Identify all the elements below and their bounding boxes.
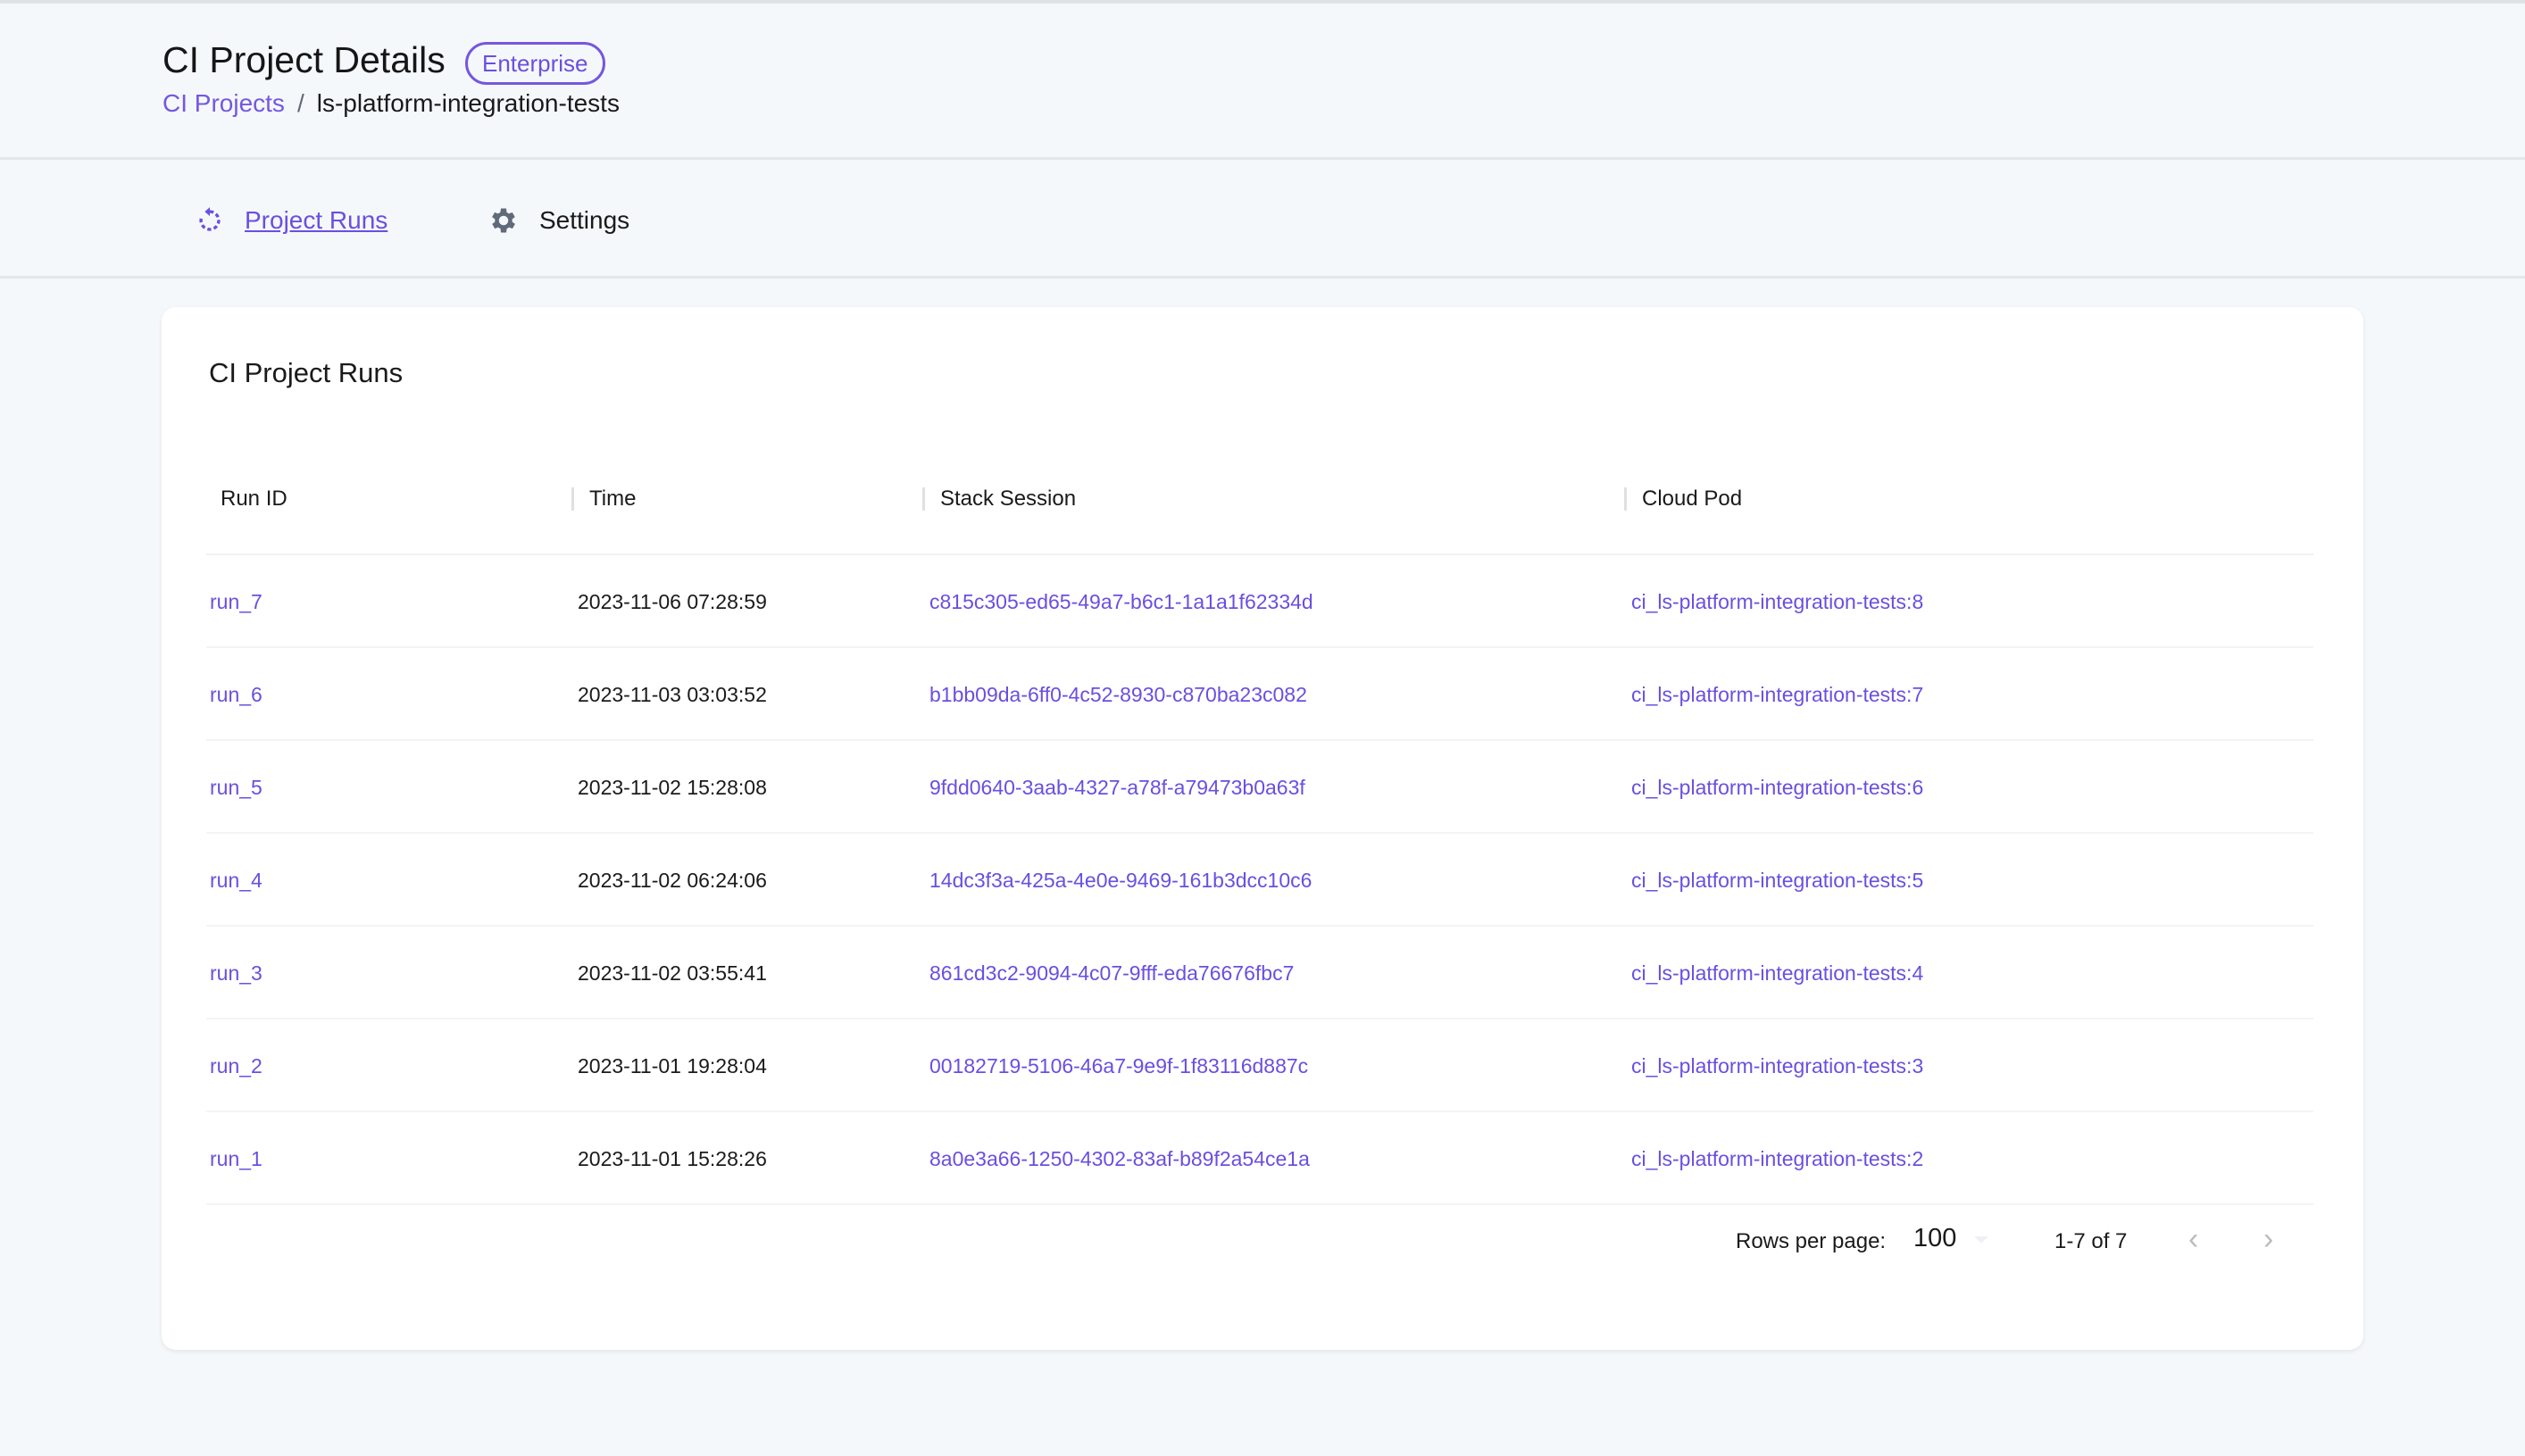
column-divider <box>571 487 574 511</box>
cloud-pod-link[interactable]: ci_ls-platform-integration-tests:6 <box>1631 776 1924 799</box>
stack-session-link[interactable]: 9fdd0640-3aab-4327-a78f-a79473b0a63f <box>929 776 1305 799</box>
column-header-run-id[interactable]: Run ID <box>221 487 288 511</box>
runs-card: CI Project Runs Run ID Time Stack Sessio… <box>162 307 2363 1350</box>
tab-label: Project Runs <box>245 206 388 234</box>
run-id-link[interactable]: run_2 <box>210 1054 262 1077</box>
cloud-pod-link[interactable]: ci_ls-platform-integration-tests:3 <box>1631 1054 1924 1077</box>
column-divider <box>922 487 925 511</box>
tab-bar: Project Runs Settings <box>0 160 2525 279</box>
run-id-link[interactable]: run_4 <box>210 869 262 892</box>
run-id-link[interactable]: run_7 <box>210 590 262 613</box>
run-time: 2023-11-01 15:28:26 <box>578 1147 767 1170</box>
breadcrumb-ci-projects[interactable]: CI Projects <box>162 89 285 117</box>
breadcrumb-separator: / <box>296 89 304 117</box>
page-header: CI Project Details Enterprise CI Project… <box>0 4 2525 160</box>
gear-icon <box>492 208 515 233</box>
stack-session-link[interactable]: c815c305-ed65-49a7-b6c1-1a1a1f62334d <box>929 590 1313 613</box>
restart-icon <box>199 207 221 231</box>
stack-session-link[interactable]: 14dc3f3a-425a-4e0e-9469-161b3dcc10c6 <box>929 869 1312 892</box>
table-row: run_3 2023-11-02 03:55:41 861cd3c2-9094-4c… <box>206 927 2313 1019</box>
table-row: run_5 2023-11-02 15:28:08 9fdd0640-3aab-43… <box>206 741 2313 834</box>
run-id-link[interactable]: run_6 <box>210 683 262 706</box>
tab-project-runs[interactable]: Project Runs <box>195 204 388 237</box>
run-id-link[interactable]: run_3 <box>210 961 262 985</box>
run-time: 2023-11-02 06:24:06 <box>578 869 767 892</box>
column-header-cloud-pod[interactable]: Cloud Pod <box>1624 477 1742 521</box>
cloud-pod-link[interactable]: ci_ls-platform-integration-tests:4 <box>1631 961 1924 985</box>
column-header-time[interactable]: Time <box>571 477 636 521</box>
run-time: 2023-11-03 03:03:52 <box>578 683 767 706</box>
column-divider <box>1624 487 1627 511</box>
run-id-link[interactable]: run_1 <box>210 1147 262 1170</box>
previous-page-button[interactable]: ‹ <box>2188 1222 2199 1256</box>
enterprise-badge: Enterprise <box>465 42 605 85</box>
cloud-pod-link[interactable]: ci_ls-platform-integration-tests:8 <box>1631 590 1924 613</box>
cloud-pod-link[interactable]: ci_ls-platform-integration-tests:7 <box>1631 683 1924 706</box>
stack-session-link[interactable]: 8a0e3a66-1250-4302-83af-b89f2a54ce1a <box>929 1147 1310 1170</box>
page-title: CI Project Details <box>162 39 446 80</box>
run-time: 2023-11-06 07:28:59 <box>578 590 767 613</box>
rows-per-page-select[interactable]: 100 <box>1913 1224 1957 1252</box>
table-row: run_4 2023-11-02 06:24:06 14dc3f3a-425a-4e… <box>206 834 2313 927</box>
table-header: Run ID Time Stack Session Cloud Pod <box>206 477 2313 555</box>
pagination: Rows per page: 100 1-7 of 7 ‹ › <box>162 1222 2363 1260</box>
breadcrumb: CI Projects / ls-platform-integration-test… <box>162 89 620 118</box>
rows-per-page-label: Rows per page: <box>1736 1229 1887 1253</box>
table-row: run_2 2023-11-01 19:28:04 00182719-5106-46… <box>206 1019 2313 1112</box>
page-range: 1-7 of 7 <box>2054 1229 2128 1253</box>
dropdown-arrow-icon[interactable] <box>1974 1236 1988 1244</box>
table-row: run_1 2023-11-01 15:28:26 8a0e3a66-1250-43… <box>206 1112 2313 1205</box>
table-row: run_6 2023-11-03 03:03:52 b1bb09da-6ff0-4c… <box>206 648 2313 741</box>
stack-session-link[interactable]: b1bb09da-6ff0-4c52-8930-c870ba23c082 <box>929 683 1307 706</box>
tab-settings[interactable]: Settings <box>488 204 629 237</box>
cloud-pod-link[interactable]: ci_ls-platform-integration-tests:2 <box>1631 1147 1924 1170</box>
run-time: 2023-11-01 19:28:04 <box>578 1054 767 1077</box>
stack-session-link[interactable]: 00182719-5106-46a7-9e9f-1f83116d887c <box>929 1054 1309 1077</box>
run-time: 2023-11-02 03:55:41 <box>578 961 767 985</box>
cloud-pod-link[interactable]: ci_ls-platform-integration-tests:5 <box>1631 869 1924 892</box>
stack-session-link[interactable]: 861cd3c2-9094-4c07-9fff-eda76676fbc7 <box>929 961 1295 985</box>
tab-label: Settings <box>539 206 630 234</box>
run-time: 2023-11-02 15:28:08 <box>578 776 767 799</box>
column-header-stack-session[interactable]: Stack Session <box>922 477 1076 521</box>
run-id-link[interactable]: run_5 <box>210 776 262 799</box>
breadcrumb-current: ls-platform-integration-tests <box>316 89 620 117</box>
card-title: CI Project Runs <box>209 357 404 388</box>
next-page-button[interactable]: › <box>2263 1222 2274 1256</box>
table-row: run_7 2023-11-06 07:28:59 c815c305-ed65-49… <box>206 555 2313 648</box>
